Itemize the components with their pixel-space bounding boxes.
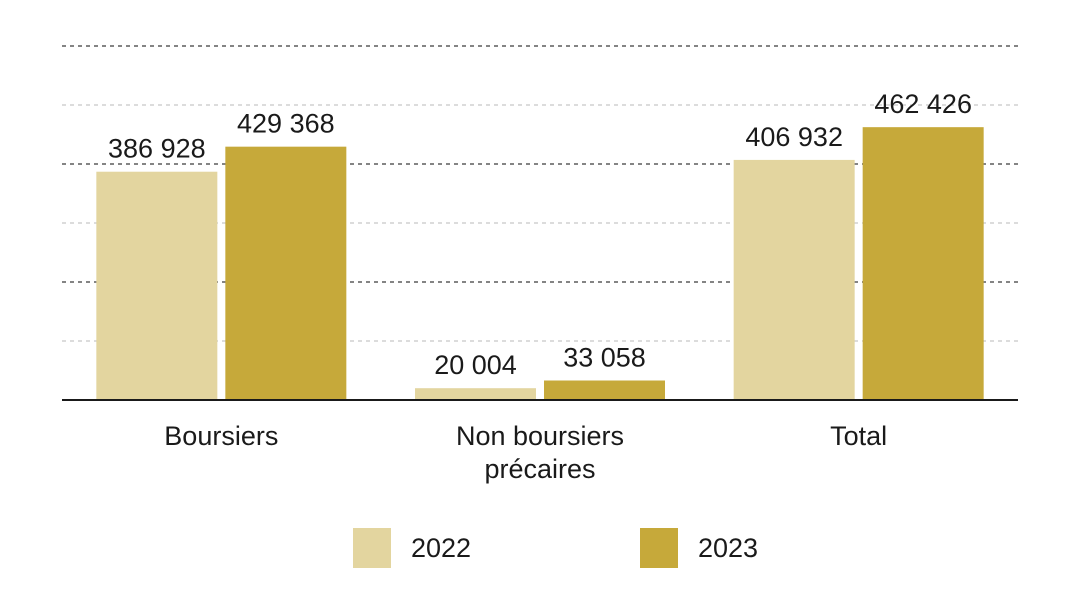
legend-swatch-2022 (353, 528, 391, 568)
category-label: Boursiers (164, 421, 278, 451)
data-label: 406 932 (745, 122, 843, 152)
data-label: 429 368 (237, 109, 335, 139)
legend-swatch-2023 (640, 528, 678, 568)
legend-label-2023: 2023 (698, 533, 759, 563)
data-label: 20 004 (434, 350, 517, 380)
bar-2022-1 (415, 388, 536, 400)
category-label: Non boursiers (456, 421, 624, 451)
bar-2022-2 (733, 159, 855, 400)
bar-2022-0 (96, 171, 218, 400)
legend: 2022 2023 (0, 522, 1078, 572)
bar-chart: 386 928 429 368 Boursiers 20 004 33 058 Non b… (62, 45, 1018, 484)
category-label: Total (830, 421, 887, 451)
data-label: 33 058 (563, 342, 646, 372)
data-label: 386 928 (108, 134, 206, 164)
bar-2023-0 (225, 146, 347, 400)
data-label: 462 426 (874, 89, 972, 119)
bar-2023-2 (862, 127, 984, 400)
bar-2023-1 (544, 380, 665, 400)
legend-label-2022: 2022 (411, 533, 472, 563)
category-label: précaires (484, 454, 595, 484)
